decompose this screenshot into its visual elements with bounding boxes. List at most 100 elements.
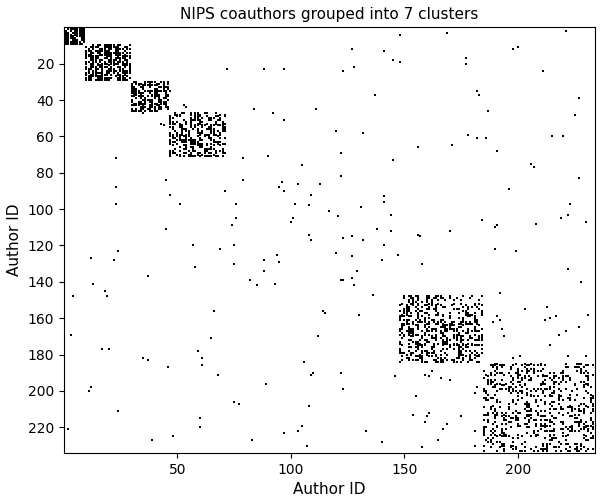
Point (510, 383, 520, 391)
Point (518, 374, 527, 382)
Point (379, 198, 389, 206)
Point (454, 345, 464, 353)
Point (359, 236, 368, 244)
Point (429, 340, 439, 348)
Point (125, 49, 134, 57)
Point (454, 329, 464, 337)
Point (98, 59, 107, 68)
Point (509, 434, 518, 443)
Point (470, 351, 480, 359)
Point (450, 345, 459, 353)
Point (438, 316, 448, 324)
Point (441, 318, 450, 326)
Point (542, 372, 552, 381)
Point (184, 129, 193, 137)
Point (279, 65, 289, 73)
Point (88, 73, 98, 81)
Point (588, 418, 598, 426)
Point (122, 69, 132, 77)
Point (138, 101, 148, 109)
Point (442, 327, 452, 335)
Point (577, 365, 586, 373)
Point (188, 138, 198, 146)
Point (474, 352, 484, 360)
Point (259, 267, 268, 275)
Point (252, 281, 261, 289)
Point (513, 389, 523, 397)
Point (93, 41, 102, 49)
Point (379, 193, 389, 201)
Point (452, 340, 461, 348)
Point (513, 396, 523, 404)
Point (220, 119, 230, 128)
Point (588, 423, 598, 431)
Point (116, 54, 125, 62)
Point (583, 382, 593, 390)
Point (459, 351, 468, 359)
Point (209, 129, 219, 137)
Point (79, 29, 89, 37)
Point (395, 301, 405, 309)
Point (465, 354, 475, 362)
Point (404, 347, 414, 355)
Point (436, 374, 445, 382)
Point (560, 378, 570, 386)
Point (84, 65, 93, 73)
Point (550, 369, 559, 377)
Point (506, 378, 516, 386)
Point (441, 325, 450, 333)
Point (411, 393, 420, 401)
Point (522, 407, 532, 415)
Point (168, 149, 178, 157)
Point (545, 418, 554, 426)
Point (163, 80, 173, 88)
Point (581, 421, 591, 429)
Point (116, 45, 125, 53)
Point (420, 370, 430, 379)
Point (479, 394, 489, 402)
Point (147, 78, 157, 86)
Point (170, 127, 180, 135)
Point (424, 331, 434, 339)
Point (454, 309, 464, 317)
Point (540, 421, 550, 429)
Point (413, 301, 423, 309)
Point (91, 76, 101, 84)
Point (454, 352, 464, 360)
Point (175, 143, 184, 151)
Point (550, 383, 559, 391)
Point (510, 407, 520, 415)
Point (551, 378, 561, 386)
Point (88, 49, 98, 57)
Point (472, 336, 482, 344)
Point (104, 65, 114, 73)
Point (531, 407, 541, 415)
Point (424, 349, 434, 357)
Point (125, 59, 134, 68)
Point (422, 320, 432, 328)
Point (86, 52, 96, 60)
Point (91, 43, 101, 51)
Point (483, 411, 493, 419)
Point (134, 80, 143, 88)
Point (120, 69, 130, 77)
Point (536, 425, 545, 433)
Point (554, 380, 563, 388)
Point (395, 327, 405, 335)
Point (452, 342, 461, 350)
Point (100, 47, 110, 55)
Point (82, 52, 92, 60)
Point (520, 305, 530, 313)
Point (463, 310, 473, 319)
Point (491, 360, 500, 368)
Point (129, 100, 139, 108)
Point (397, 300, 407, 308)
Point (556, 403, 566, 411)
Point (77, 27, 87, 35)
Point (400, 322, 409, 330)
Point (474, 305, 484, 313)
Point (431, 294, 441, 302)
Point (547, 398, 557, 406)
Point (441, 332, 450, 340)
Point (161, 100, 171, 108)
